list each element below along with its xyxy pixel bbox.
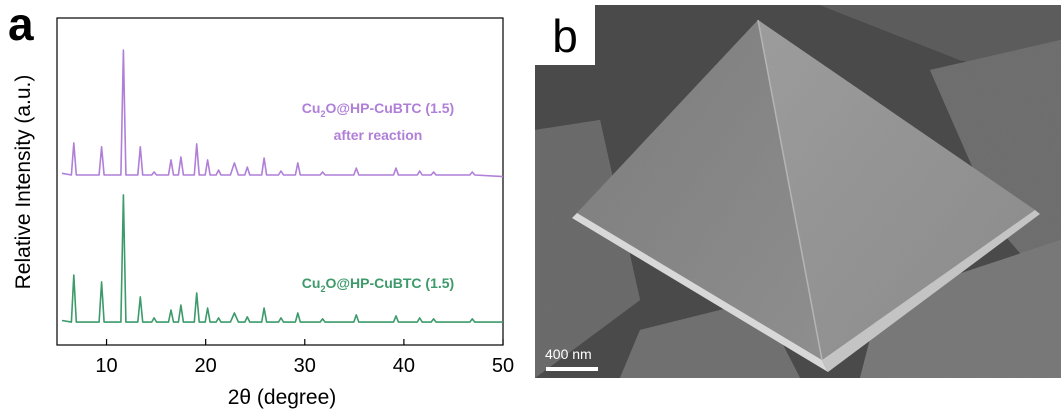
xrd-line xyxy=(61,194,503,323)
x-axis-label: 2θ (degree) xyxy=(228,386,337,409)
panel-label: a xyxy=(8,0,34,50)
series-label: Cu2O@HP-CuBTC (1.5) xyxy=(302,275,454,294)
panel-label-box xyxy=(535,5,595,65)
series-label-part: Cu xyxy=(302,275,321,291)
panel-label: b xyxy=(552,10,578,62)
plot-frame xyxy=(56,17,504,346)
x-tick-label: 20 xyxy=(195,355,217,377)
series-label-part: Cu xyxy=(302,100,321,116)
series-label-part: O@HP-CuBTC (1.5) xyxy=(325,100,454,116)
sem-image xyxy=(535,5,1061,378)
x-tick-label: 10 xyxy=(95,355,117,377)
series-label-part: 2 xyxy=(320,109,325,119)
xrd-line xyxy=(61,49,504,178)
scale-bar-label: 400 nm xyxy=(545,346,592,362)
series-label-part: O@HP-CuBTC (1.5) xyxy=(325,275,454,291)
x-tick-label: 50 xyxy=(492,355,514,377)
series-label: Cu2O@HP-CuBTC (1.5) xyxy=(302,100,454,119)
plot-area xyxy=(61,49,504,345)
series-label-part: 2 xyxy=(320,284,325,294)
y-axis-label: Relative Intensity (a.u.) xyxy=(12,75,35,290)
series-label-note: after reaction xyxy=(334,127,423,143)
x-tick-label: 40 xyxy=(393,355,415,377)
x-tick-label: 30 xyxy=(294,355,316,377)
